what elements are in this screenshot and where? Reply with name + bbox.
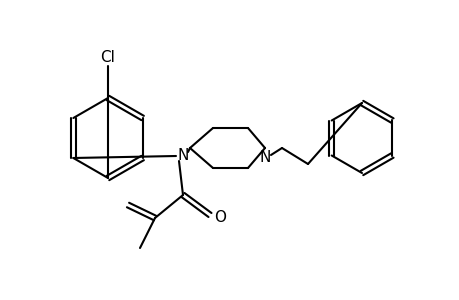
Text: O: O bbox=[213, 209, 225, 224]
Text: Cl: Cl bbox=[101, 50, 115, 65]
Text: N: N bbox=[177, 148, 188, 163]
Text: N: N bbox=[259, 151, 270, 166]
